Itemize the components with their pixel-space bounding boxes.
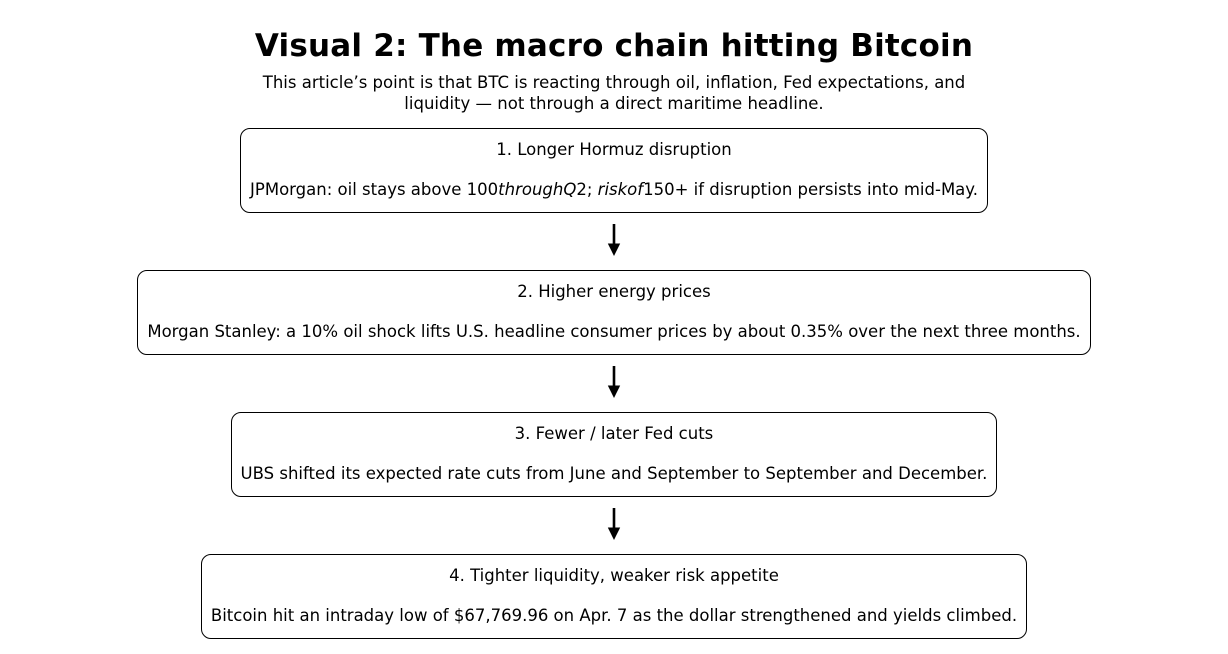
flow-step-3-label: 3. Fewer / later Fed cuts: [514, 424, 714, 444]
flow-step-4-body: Bitcoin hit an intraday low of $67,769.9…: [210, 606, 1018, 626]
flow-diagram: 1. Longer Hormuz disruption JPMorgan: oi…: [137, 128, 1091, 640]
subtitle-line-2: liquidity — not through a direct maritim…: [404, 94, 824, 114]
subtitle: This article’s point is that BTC is reac…: [263, 72, 965, 114]
step-body-segment-italic: riskof: [597, 180, 644, 200]
flow-step-1-label: 1. Longer Hormuz disruption: [496, 140, 732, 160]
down-arrow-icon: [607, 508, 621, 541]
flow-step-3-body: UBS shifted its expected rate cuts from …: [240, 464, 988, 484]
step-body-segment: JPMorgan: oil stays above 100: [250, 180, 499, 200]
page-title: Visual 2: The macro chain hitting Bitcoi…: [254, 28, 974, 64]
flow-step-1-body: JPMorgan: oil stays above 100throughQ2; …: [250, 180, 978, 200]
flow-step-1: 1. Longer Hormuz disruption JPMorgan: oi…: [240, 128, 988, 214]
subtitle-line-1: This article’s point is that BTC is reac…: [262, 73, 966, 93]
down-arrow-icon: [607, 224, 621, 257]
step-body-segment-italic: throughQ: [498, 180, 577, 200]
step-body-segment: 2;: [576, 180, 598, 200]
flow-step-4: 4. Tighter liquidity, weaker risk appeti…: [200, 554, 1028, 640]
flow-step-3: 3. Fewer / later Fed cuts UBS shifted it…: [230, 412, 998, 498]
down-arrow-icon: [607, 366, 621, 399]
flow-step-2-body: Morgan Stanley: a 10% oil shock lifts U.…: [147, 322, 1081, 342]
step-body-segment: 150+ if disruption persists into mid-May…: [643, 180, 978, 200]
flow-step-4-label: 4. Tighter liquidity, weaker risk appeti…: [449, 566, 779, 586]
flow-step-2-label: 2. Higher energy prices: [517, 282, 711, 302]
flow-step-2: 2. Higher energy prices Morgan Stanley: …: [137, 270, 1091, 356]
